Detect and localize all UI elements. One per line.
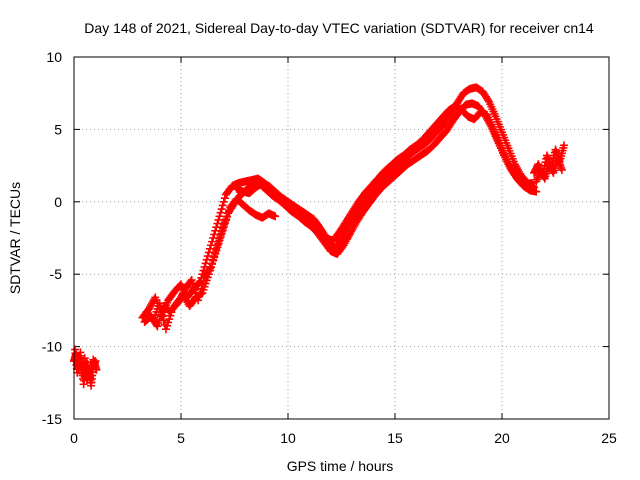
data-point	[560, 141, 569, 150]
plot-frame	[73, 56, 610, 420]
data-point	[208, 259, 217, 268]
y-tick-label: -5	[50, 266, 63, 282]
data-point	[532, 187, 541, 196]
grid	[74, 57, 609, 419]
y-tick-label: 0	[54, 194, 62, 210]
data-point	[158, 312, 167, 321]
data-point	[195, 292, 204, 301]
data-point	[198, 280, 207, 289]
data-point	[155, 299, 164, 308]
y-tick-label: 5	[54, 121, 62, 137]
y-axis-label: SDTVAR / TECUs	[7, 182, 23, 294]
data-point	[156, 303, 165, 312]
x-tick-label: 5	[177, 430, 185, 446]
series-arc-5	[142, 194, 280, 334]
data-point	[218, 201, 227, 210]
x-tick-label: 15	[387, 430, 403, 446]
data-point	[199, 276, 208, 285]
x-tick-label: 10	[280, 430, 296, 446]
y-tick-label: -15	[42, 411, 62, 427]
x-tick-label: 25	[601, 430, 617, 446]
data-point	[557, 165, 566, 174]
x-tick-label: 20	[494, 430, 510, 446]
data-point	[217, 205, 226, 214]
y-tick-labels: -15 -10 -5 0 5 10	[42, 49, 62, 427]
data-point	[205, 264, 214, 273]
data-point	[213, 219, 222, 228]
data-point	[484, 96, 493, 105]
data-point	[92, 365, 101, 374]
data-point	[212, 244, 221, 253]
data-point	[210, 252, 219, 261]
series-arc-8	[532, 154, 566, 186]
data-point	[157, 307, 166, 316]
data-point	[216, 208, 225, 217]
data-point	[196, 288, 205, 297]
x-tick-label: 0	[70, 430, 78, 446]
x-axis-label: GPS time / hours	[287, 458, 394, 474]
chart-title: Day 148 of 2021, Sidereal Day-to-day VTE…	[84, 20, 594, 36]
data-point	[209, 255, 218, 264]
data-series	[70, 83, 569, 390]
y-tick-label: -10	[42, 339, 62, 355]
y-tick-label: 10	[46, 49, 62, 65]
data-point	[214, 215, 223, 224]
data-point	[211, 248, 220, 257]
x-tick-labels: 0 5 10 15 20 25	[70, 430, 617, 446]
data-point	[212, 223, 221, 232]
data-point	[206, 262, 215, 271]
data-point	[220, 194, 229, 203]
series-arc-6	[232, 102, 536, 245]
data-point	[271, 212, 280, 221]
data-point	[159, 316, 168, 325]
data-point	[211, 226, 220, 235]
data-point	[215, 212, 224, 221]
data-point	[194, 296, 203, 305]
data-point	[197, 284, 206, 293]
data-point	[219, 197, 228, 206]
series-arc-2	[71, 345, 101, 389]
data-point	[527, 178, 536, 187]
